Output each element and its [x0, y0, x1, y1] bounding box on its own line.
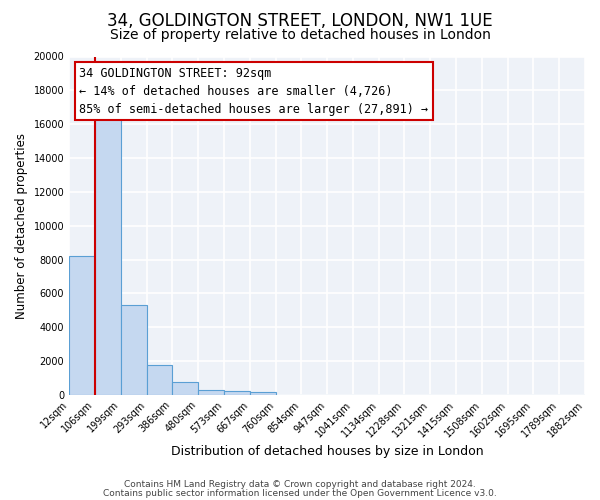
Bar	[69, 256, 95, 395]
X-axis label: Distribution of detached houses by size in London: Distribution of detached houses by size …	[171, 444, 484, 458]
Text: Size of property relative to detached houses in London: Size of property relative to detached ho…	[110, 28, 490, 42]
Bar	[146, 365, 172, 395]
Bar	[95, 116, 121, 395]
Bar	[172, 382, 198, 395]
Bar	[121, 305, 146, 395]
Bar	[198, 390, 224, 395]
Y-axis label: Number of detached properties: Number of detached properties	[15, 132, 28, 318]
Text: Contains public sector information licensed under the Open Government Licence v3: Contains public sector information licen…	[103, 488, 497, 498]
Text: 34 GOLDINGTON STREET: 92sqm
← 14% of detached houses are smaller (4,726)
85% of : 34 GOLDINGTON STREET: 92sqm ← 14% of det…	[79, 66, 428, 116]
Text: Contains HM Land Registry data © Crown copyright and database right 2024.: Contains HM Land Registry data © Crown c…	[124, 480, 476, 489]
Text: 34, GOLDINGTON STREET, LONDON, NW1 1UE: 34, GOLDINGTON STREET, LONDON, NW1 1UE	[107, 12, 493, 30]
Bar	[224, 390, 250, 395]
Bar	[250, 392, 275, 395]
